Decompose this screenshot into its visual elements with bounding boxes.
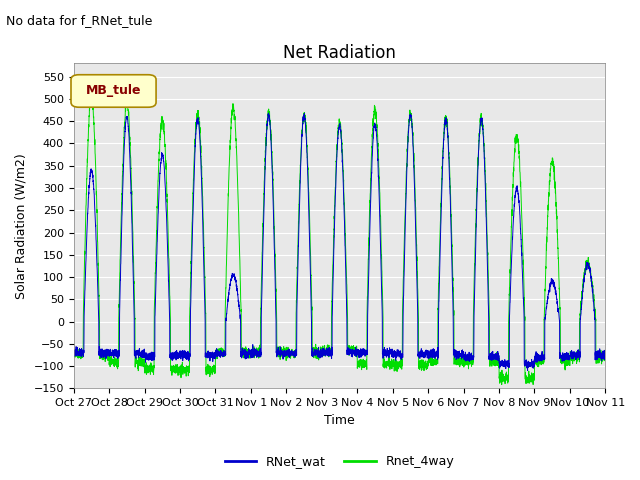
Rnet_4way xyxy=(489,361,497,367)
RNet_wat xyxy=(429,350,437,356)
Rnet_4way xyxy=(166,272,173,277)
Title: Net Radiation: Net Radiation xyxy=(283,44,396,62)
Line: RNet_wat: RNet_wat xyxy=(74,113,605,371)
Rnet_4way xyxy=(602,356,609,362)
X-axis label: Time: Time xyxy=(324,414,355,427)
Line: Rnet_4way: Rnet_4way xyxy=(74,93,605,384)
Legend: RNet_wat, Rnet_4way: RNet_wat, Rnet_4way xyxy=(220,450,460,473)
Rnet_4way xyxy=(459,357,467,363)
Rnet_4way xyxy=(70,351,77,357)
RNet_wat xyxy=(524,368,531,373)
RNet_wat xyxy=(489,348,497,354)
Y-axis label: Solar Radiation (W/m2): Solar Radiation (W/m2) xyxy=(15,153,28,299)
FancyBboxPatch shape xyxy=(71,75,156,107)
RNet_wat xyxy=(602,355,609,361)
RNet_wat xyxy=(320,347,328,352)
Rnet_4way xyxy=(320,347,328,352)
RNet_wat xyxy=(601,353,609,359)
Rnet_4way xyxy=(429,358,437,364)
RNet_wat xyxy=(165,300,173,305)
RNet_wat xyxy=(265,110,273,116)
RNet_wat xyxy=(70,346,77,352)
Text: MB_tule: MB_tule xyxy=(86,84,141,97)
Rnet_4way xyxy=(601,358,609,363)
Rnet_4way xyxy=(498,382,506,387)
Text: No data for f_RNet_tule: No data for f_RNet_tule xyxy=(6,14,153,27)
Rnet_4way xyxy=(88,90,95,96)
RNet_wat xyxy=(459,353,467,359)
